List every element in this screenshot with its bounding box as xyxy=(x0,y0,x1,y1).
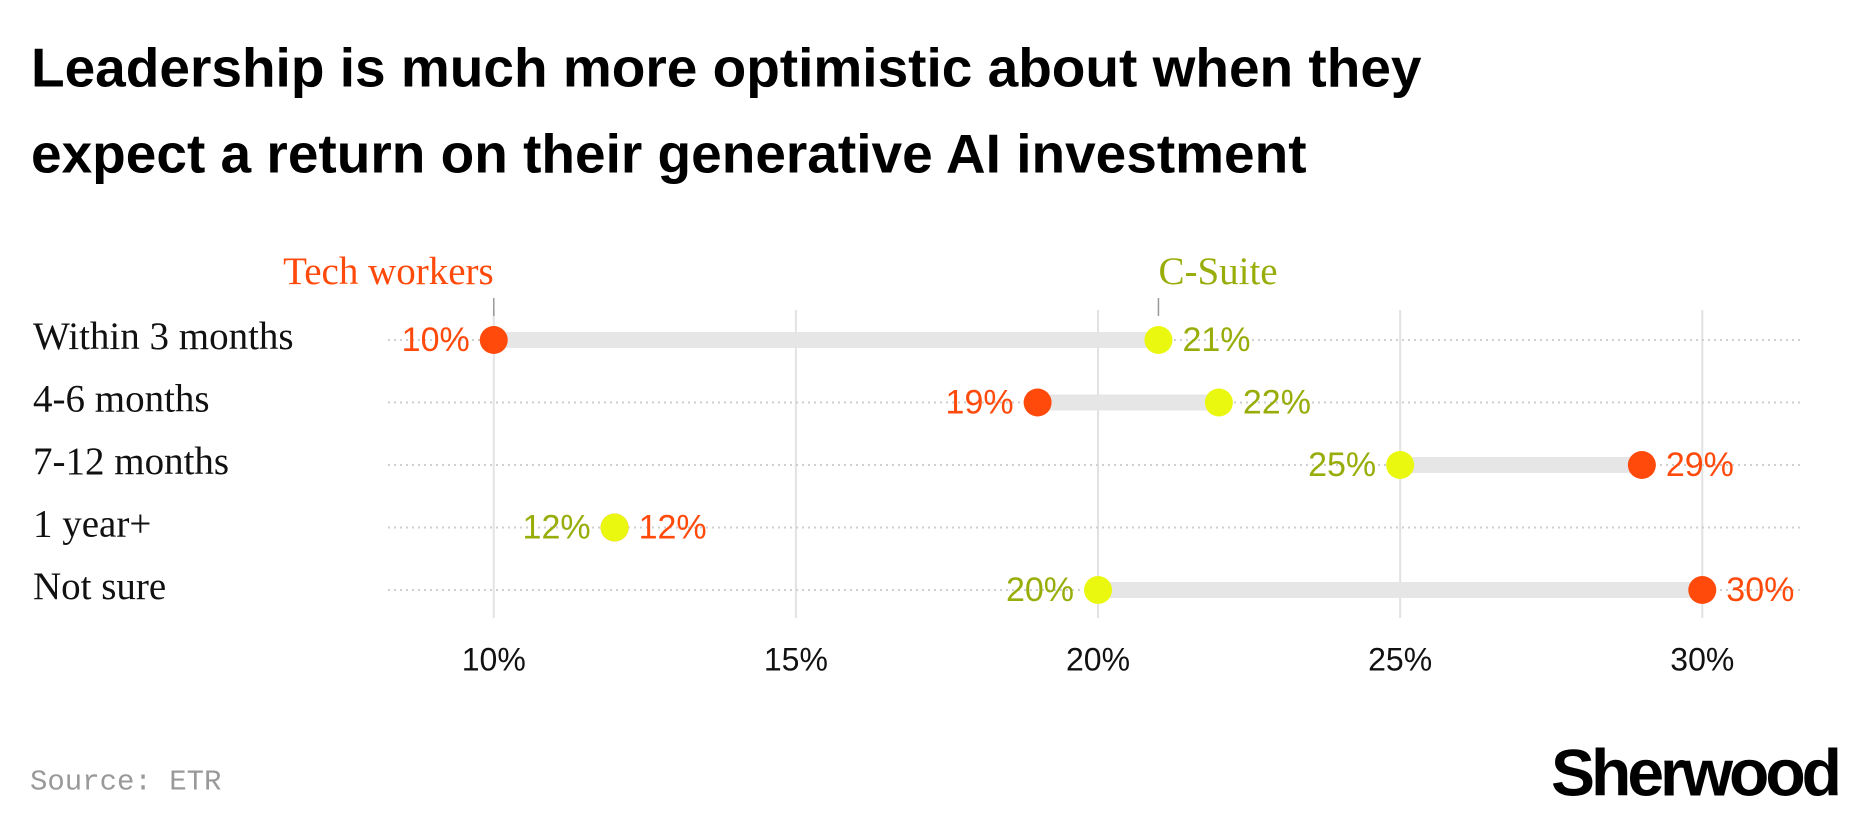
dot xyxy=(1144,326,1173,354)
source: Source: ETR xyxy=(30,766,221,799)
legend-label: C-Suite xyxy=(1158,250,1277,293)
x-tick-label: 25% xyxy=(1368,641,1432,677)
dot xyxy=(1627,451,1656,479)
category-label: Within 3 months xyxy=(33,315,294,358)
dot xyxy=(1023,388,1052,417)
value-label: 10% xyxy=(402,321,470,359)
value-label: 19% xyxy=(946,383,1014,421)
category-label: 7-12 months xyxy=(33,440,229,483)
dot xyxy=(1386,451,1415,479)
chart-title: Leadership is much more optimistic about… xyxy=(31,37,1422,99)
category-label: Not sure xyxy=(33,565,166,608)
value-label: 12% xyxy=(523,508,591,546)
dot xyxy=(1084,576,1113,604)
category-label: 1 year+ xyxy=(33,502,151,545)
value-label: 12% xyxy=(639,508,707,546)
x-tick-label: 20% xyxy=(1066,641,1130,677)
x-tick-label: 30% xyxy=(1670,641,1734,677)
chart-title: expect a return on their generative AI i… xyxy=(31,123,1307,185)
legend-label: Tech workers xyxy=(283,250,494,293)
value-label: 25% xyxy=(1308,446,1376,484)
x-tick-label: 15% xyxy=(764,641,828,677)
dot xyxy=(1204,388,1233,417)
value-label: 22% xyxy=(1243,383,1311,421)
dot xyxy=(1688,576,1717,604)
x-tick-label: 10% xyxy=(462,641,526,677)
value-label: 30% xyxy=(1726,571,1794,609)
category-label: 4-6 months xyxy=(33,377,210,420)
dot xyxy=(479,326,508,354)
value-label: 29% xyxy=(1666,446,1734,484)
logo: Sherwood xyxy=(1551,735,1838,809)
value-label: 21% xyxy=(1182,321,1250,359)
dot xyxy=(600,513,629,542)
value-label: 20% xyxy=(1006,571,1074,609)
